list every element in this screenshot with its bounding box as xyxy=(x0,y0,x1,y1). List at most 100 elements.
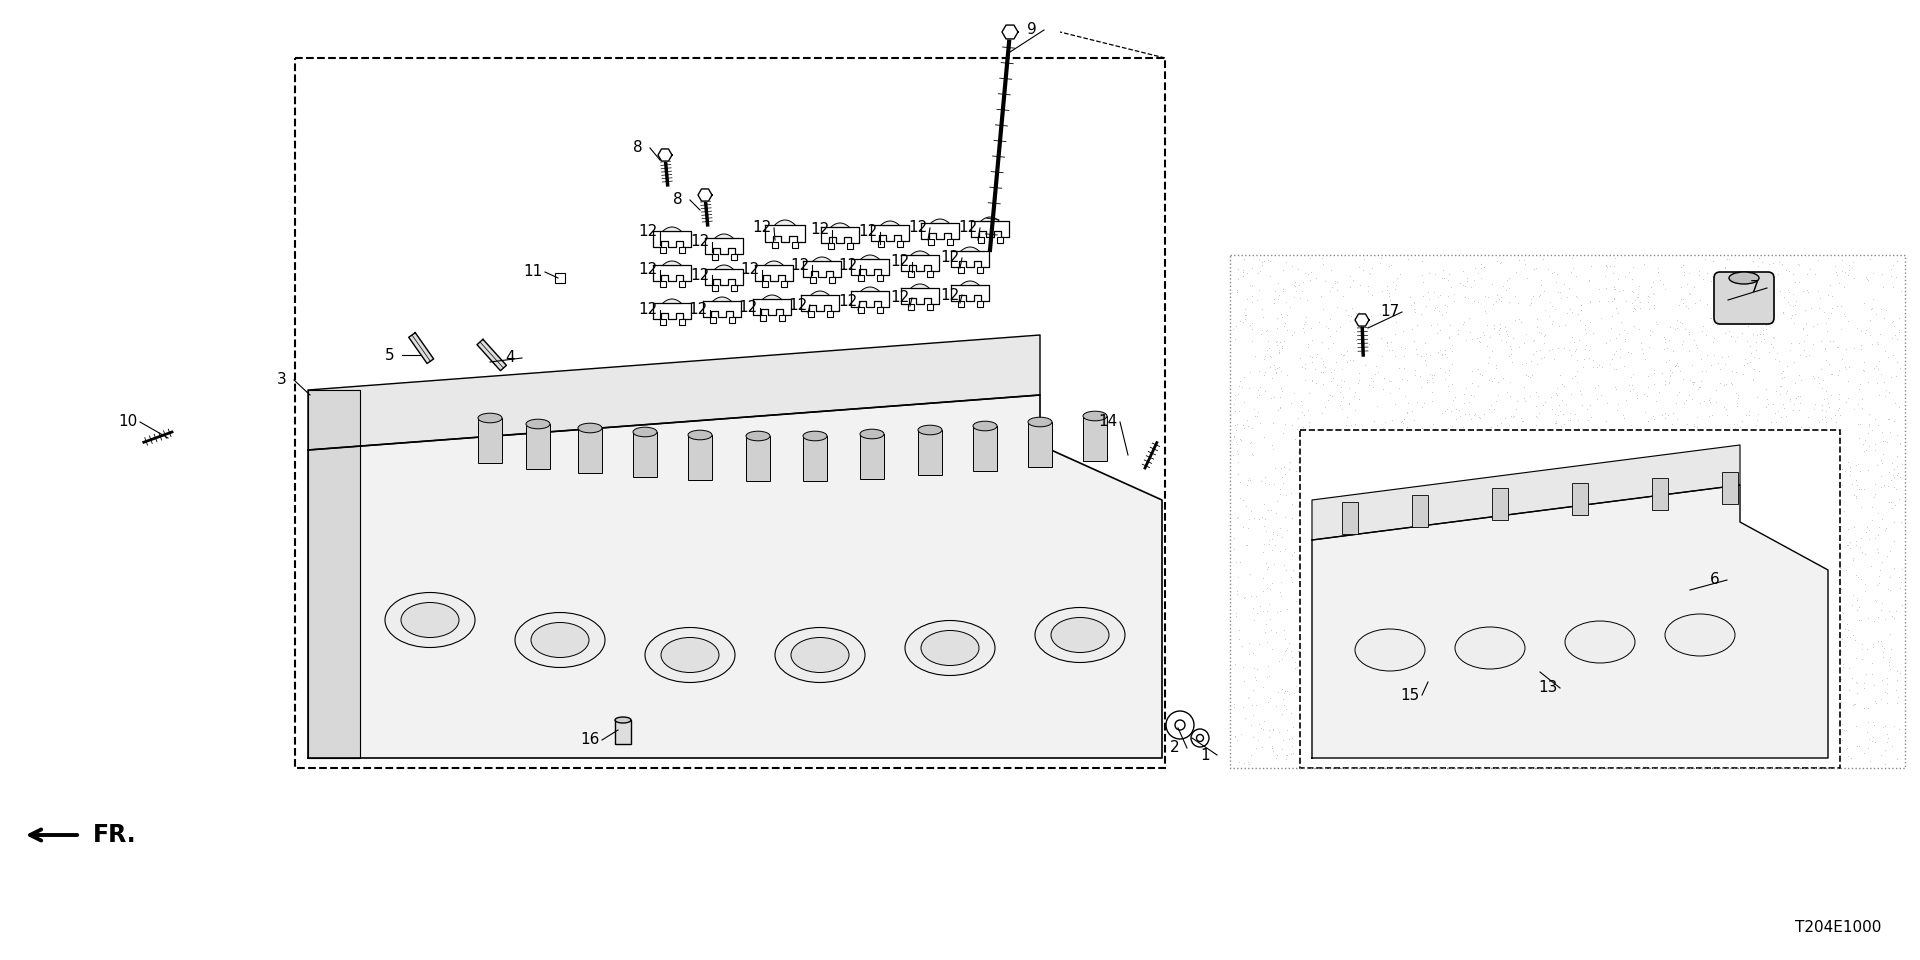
Point xyxy=(1346,441,1377,456)
Point xyxy=(1377,708,1407,724)
Point xyxy=(1538,650,1569,665)
Point xyxy=(1678,656,1709,671)
Point xyxy=(1826,695,1857,710)
Point xyxy=(1231,308,1261,324)
Point xyxy=(1872,435,1903,450)
Point xyxy=(1548,406,1578,421)
Point xyxy=(1428,459,1459,474)
Point xyxy=(1626,341,1657,356)
Text: 9: 9 xyxy=(1027,22,1037,37)
Point xyxy=(1327,627,1357,642)
Point xyxy=(1620,502,1651,517)
Point xyxy=(1597,436,1628,451)
Point xyxy=(1812,727,1843,742)
Point xyxy=(1436,356,1467,372)
Point xyxy=(1521,410,1551,425)
Point xyxy=(1682,479,1713,494)
Point xyxy=(1534,295,1565,310)
Point xyxy=(1684,647,1715,662)
Point xyxy=(1444,449,1475,465)
Point xyxy=(1599,347,1630,362)
Point xyxy=(1803,725,1834,740)
Point xyxy=(1795,427,1826,443)
Point xyxy=(1436,419,1467,434)
Point xyxy=(1716,674,1747,689)
Point xyxy=(1580,722,1611,737)
Point xyxy=(1315,490,1346,505)
Point xyxy=(1805,488,1836,503)
Point xyxy=(1538,265,1569,280)
Point xyxy=(1720,386,1751,401)
Point xyxy=(1747,599,1778,614)
Point xyxy=(1288,729,1319,744)
Point xyxy=(1544,612,1574,628)
Point xyxy=(1392,420,1423,435)
Point xyxy=(1400,429,1430,444)
Point xyxy=(1640,714,1670,730)
Point xyxy=(1759,481,1789,496)
Point xyxy=(1613,487,1644,502)
Point xyxy=(1642,316,1672,331)
Point xyxy=(1797,336,1828,351)
Point xyxy=(1638,409,1668,424)
Point xyxy=(1561,610,1592,625)
Point xyxy=(1229,301,1260,317)
Point xyxy=(1749,444,1780,460)
Point xyxy=(1288,479,1319,494)
Point xyxy=(1225,432,1256,447)
Point xyxy=(1653,465,1684,480)
Point xyxy=(1398,301,1428,317)
Point xyxy=(1430,371,1461,386)
Point xyxy=(1845,376,1876,392)
Point xyxy=(1279,290,1309,305)
Point xyxy=(1569,317,1599,332)
Point xyxy=(1820,593,1851,609)
Point xyxy=(1738,524,1768,540)
Point xyxy=(1732,456,1763,471)
Point xyxy=(1782,527,1812,542)
Point xyxy=(1736,294,1766,309)
Point xyxy=(1380,396,1411,412)
Point xyxy=(1674,286,1705,301)
Point xyxy=(1755,634,1786,649)
Point xyxy=(1488,678,1519,693)
Point xyxy=(1544,724,1574,739)
Point xyxy=(1490,320,1521,335)
Point xyxy=(1824,620,1855,636)
Point xyxy=(1880,683,1910,698)
Point xyxy=(1334,603,1365,618)
Point xyxy=(1354,622,1384,637)
Point xyxy=(1709,456,1740,471)
Point xyxy=(1653,352,1684,368)
Point xyxy=(1413,565,1444,581)
Point xyxy=(1356,645,1386,660)
Point xyxy=(1811,622,1841,637)
Point xyxy=(1407,420,1438,436)
Point xyxy=(1390,535,1421,550)
Point xyxy=(1605,341,1636,356)
Polygon shape xyxy=(972,222,1010,237)
Point xyxy=(1371,339,1402,354)
Point xyxy=(1306,511,1336,526)
Point xyxy=(1722,754,1753,769)
Point xyxy=(1672,707,1703,722)
Point xyxy=(1304,645,1334,660)
Point xyxy=(1377,451,1407,467)
Point xyxy=(1546,577,1576,592)
Point xyxy=(1620,289,1651,304)
Point xyxy=(1786,372,1816,388)
Point xyxy=(1448,420,1478,435)
Point xyxy=(1380,509,1411,524)
Point xyxy=(1434,466,1465,481)
Point xyxy=(1457,690,1488,706)
Point xyxy=(1396,297,1427,312)
Point xyxy=(1359,574,1390,589)
Point xyxy=(1292,453,1323,468)
Point xyxy=(1851,724,1882,739)
Point xyxy=(1346,420,1377,436)
Point xyxy=(1695,667,1726,683)
Point xyxy=(1857,265,1887,280)
Point xyxy=(1219,697,1250,712)
Point xyxy=(1857,422,1887,438)
Point xyxy=(1747,605,1778,620)
